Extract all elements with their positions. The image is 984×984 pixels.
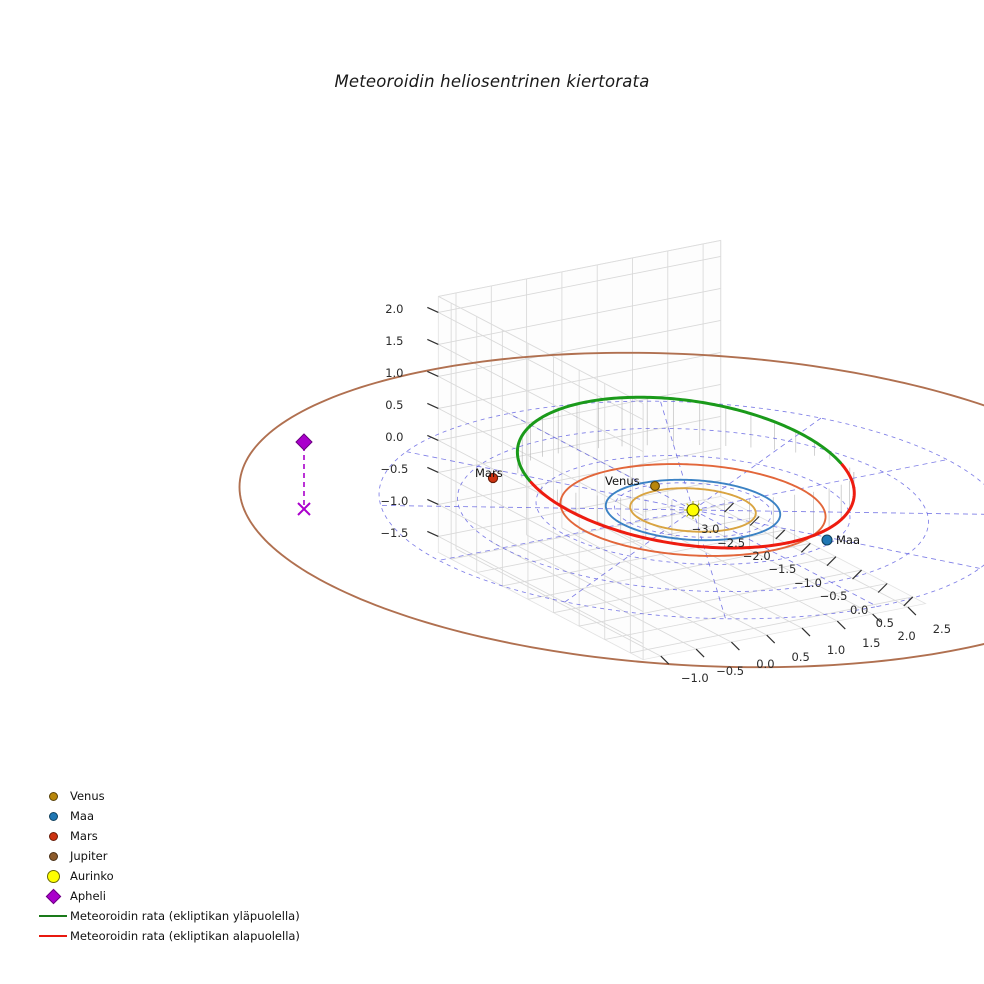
legend-marker-icon [36, 851, 70, 861]
circle-marker-icon [48, 851, 58, 861]
z-tick-label: −0.5 [380, 462, 409, 477]
legend-item-label: Meteoroidin rata (ekliptikan yläpuolella… [70, 909, 300, 923]
marker-aurinko [686, 503, 700, 517]
legend-marker-icon [36, 869, 70, 883]
y-tick-label: 0.0 [756, 657, 775, 672]
legend: Venus Maa Mars Jupiter Aurinko Apheli Meteoroi… [36, 786, 300, 946]
axis-tick-marks [427, 306, 917, 665]
z-tick-label: −1.5 [380, 526, 409, 541]
circle-marker-icon [48, 831, 58, 841]
orbit-drop-stems [517, 397, 855, 548]
line-marker-icon [39, 935, 67, 937]
legend-marker-icon [36, 831, 70, 841]
meteoroid-orbit-curve [515, 395, 856, 550]
x-tick-label: 0.5 [875, 615, 894, 630]
legend-item: Maa [36, 806, 300, 826]
legend-item: Apheli [36, 886, 300, 906]
annotation-maa: Maa [836, 533, 861, 547]
line-marker-icon [39, 915, 67, 917]
legend-marker-icon [36, 791, 70, 801]
marker-maa [821, 534, 833, 546]
legend-item-label: Maa [70, 809, 95, 823]
jupiter-orbit-curve [238, 351, 984, 669]
x-tick-label: −2.0 [742, 548, 771, 563]
annotation-mars: Mars [475, 466, 503, 480]
x-tick-label: −3.0 [691, 522, 720, 537]
diamond-marker-icon [45, 888, 61, 904]
legend-item: Jupiter [36, 846, 300, 866]
body-markers [295, 433, 833, 546]
marker-apheli [295, 433, 313, 451]
marker-venus [650, 481, 660, 491]
circle-marker-icon [46, 869, 60, 883]
z-tick-label: −1.0 [380, 494, 409, 509]
z-tick-label: 2.0 [385, 302, 404, 317]
z-tick-label: 1.0 [385, 366, 404, 381]
legend-item: Venus [36, 786, 300, 806]
x-tick-label: −1.0 [793, 575, 822, 590]
y-tick-label: −0.5 [716, 664, 745, 679]
legend-item-label: Aurinko [70, 869, 114, 883]
legend-item: Mars [36, 826, 300, 846]
x-tick-label: −2.5 [717, 535, 746, 550]
legend-item-label: Jupiter [70, 849, 108, 863]
legend-item: Aurinko [36, 866, 300, 886]
y-tick-label: 2.5 [932, 622, 952, 637]
legend-item: Meteoroidin rata (ekliptikan yläpuolella… [36, 906, 300, 926]
x-tick-label: 0.0 [849, 602, 869, 617]
y-tick-label: 2.0 [897, 629, 916, 644]
page-title: Meteoroidin heliosentrinen kiertorata [334, 72, 650, 91]
y-tick-label: −1.0 [680, 671, 709, 686]
legend-item: Meteoroidin rata (ekliptikan alapuolella… [36, 926, 300, 946]
legend-item-label: Apheli [70, 889, 106, 903]
legend-marker-icon [36, 811, 70, 821]
z-tick-label: 0.5 [385, 398, 404, 413]
legend-item-label: Venus [70, 789, 105, 803]
legend-item-label: Meteoroidin rata (ekliptikan alapuolella… [70, 929, 300, 943]
legend-marker-icon [36, 915, 70, 917]
annotation-venus: Venus [605, 474, 640, 488]
marker-mars [487, 472, 499, 484]
circle-marker-icon [48, 791, 58, 801]
legend-marker-icon [36, 935, 70, 937]
y-tick-label: 1.5 [862, 636, 881, 651]
x-tick-label: −0.5 [819, 589, 848, 604]
x-tick-label: −1.5 [768, 562, 797, 577]
legend-item-label: Mars [70, 829, 98, 843]
z-tick-label: 1.5 [385, 334, 404, 349]
legend-marker-icon [36, 888, 70, 904]
y-tick-label: 0.5 [791, 650, 810, 665]
z-tick-label: 0.0 [385, 430, 404, 445]
y-tick-label: 1.0 [826, 643, 846, 658]
axes-panes [437, 239, 927, 661]
circle-marker-icon [48, 811, 58, 821]
